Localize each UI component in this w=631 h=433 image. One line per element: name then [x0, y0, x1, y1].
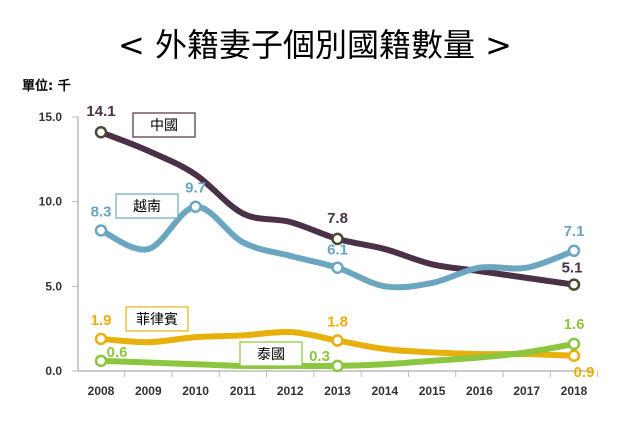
legend-label: 泰國	[257, 347, 285, 363]
legend-box	[115, 193, 179, 219]
x-tick-label: 2014	[371, 384, 398, 398]
data-label: 14.1	[86, 103, 115, 120]
data-point-marker	[189, 200, 202, 213]
series-1: 8.3 9.7 6.1 7.1	[91, 180, 585, 291]
x-tick-label: 2009	[135, 384, 162, 398]
data-label: 1.6	[564, 316, 585, 333]
data-point-marker	[94, 125, 108, 139]
series-0: 14.1 7.8 5.1	[86, 103, 583, 291]
y-tick-label: 0.0	[45, 364, 62, 378]
data-point-marker	[567, 337, 581, 351]
data-point-marker	[331, 334, 344, 347]
x-tick-label: 2013	[324, 384, 351, 398]
data-label: 0.6	[107, 344, 128, 361]
data-label: 1.9	[91, 312, 112, 329]
legend-box	[132, 112, 196, 138]
data-point-marker	[567, 244, 581, 258]
data-point-marker	[331, 232, 344, 246]
y-tick-label: 5.0	[45, 279, 62, 293]
legend-item: 泰國	[239, 341, 303, 367]
legend-label: 菲律賓	[136, 311, 178, 328]
chart-title: < 外籍妻子個別國籍數量 >	[118, 26, 512, 64]
axes: 0.0 5.0 10.0 15.0 2008 2009 2010 2011 2012 2013 20…	[39, 110, 599, 398]
x-tick-label: 2012	[277, 384, 304, 398]
series-3: 0.6 0.3 1.6	[94, 316, 585, 373]
legend-item: 越南	[115, 193, 179, 219]
x-tick-label: 2018	[561, 384, 588, 398]
legend-label: 越南	[133, 199, 161, 215]
data-label: 7.8	[327, 210, 348, 227]
x-tick-label: 2017	[513, 384, 540, 398]
data-point-marker	[94, 332, 108, 346]
data-label: 0.3	[309, 348, 330, 365]
series-lines: 14.1 7.8 5.1 8.3 9.7 6.1 7.1 1.9 1.8 0.9 0.6 0.3 1.6	[86, 103, 594, 381]
x-tick-label: 2011	[230, 384, 256, 398]
data-label: 0.9	[574, 364, 595, 381]
data-point-marker	[331, 261, 344, 274]
data-point-marker	[94, 354, 108, 368]
data-label: 7.1	[564, 223, 585, 240]
legend-box	[125, 306, 189, 332]
data-label: 6.1	[327, 242, 348, 259]
y-tick-label: 10.0	[39, 195, 63, 209]
data-point-marker	[567, 278, 581, 291]
legend-item: 菲律賓	[125, 306, 189, 332]
data-label: 5.1	[562, 260, 583, 277]
x-tick-label: 2008	[88, 384, 115, 398]
legend-item: 中國	[132, 112, 196, 138]
x-tick-label: 2015	[419, 384, 446, 398]
y-tick-label: 15.0	[39, 110, 63, 124]
data-point-marker	[567, 349, 581, 363]
data-label: 8.3	[91, 203, 112, 220]
x-tick-label: 2010	[182, 384, 209, 398]
data-point-marker	[94, 224, 108, 237]
unit-label: 單位: 千	[22, 78, 71, 94]
legend-box	[239, 341, 303, 367]
data-point-marker	[331, 359, 344, 373]
data-label: 1.8	[327, 314, 348, 331]
x-tick-label: 2016	[466, 384, 493, 398]
legend-label: 中國	[150, 118, 178, 134]
data-label: 9.7	[185, 180, 206, 197]
